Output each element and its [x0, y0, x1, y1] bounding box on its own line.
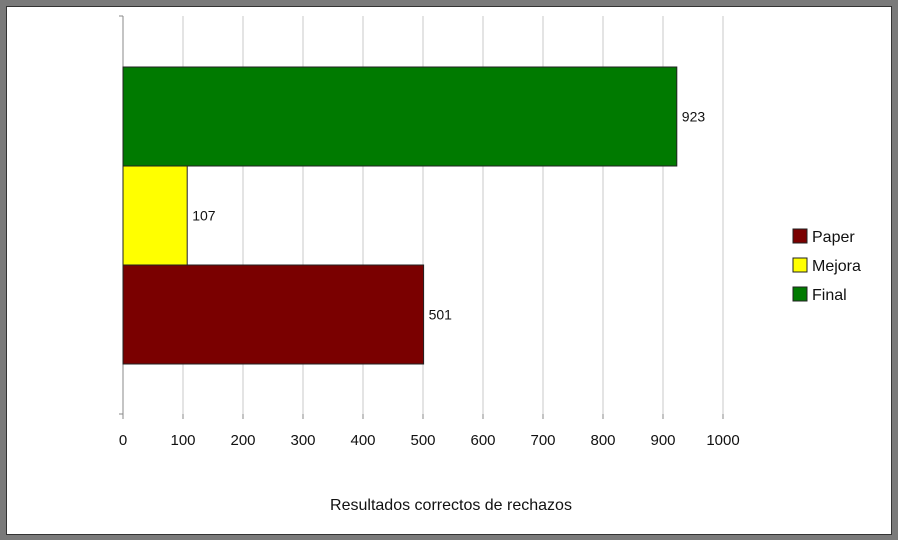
legend-label-final: Final [812, 287, 847, 304]
data-label-mejora: 107 [192, 208, 216, 224]
x-tick-label: 300 [290, 432, 315, 449]
x-tick-label: 800 [590, 432, 615, 449]
x-tick-label: 200 [230, 432, 255, 449]
bar-final [122, 66, 678, 167]
chart-frame: 0 100 200 300 400 500 600 700 800 900 1000 501 107 92… [6, 6, 892, 535]
legend-swatch-final [792, 286, 808, 302]
x-axis-label: Resultados correctos de rechazos [330, 497, 572, 514]
x-tick-label: 1000 [706, 432, 739, 449]
x-tick-label: 0 [119, 432, 127, 449]
bar-mejora [122, 165, 188, 266]
legend-swatch-mejora [792, 257, 808, 273]
data-label-paper: 501 [429, 307, 453, 323]
bar-chart: 0 100 200 300 400 500 600 700 800 900 1000 501 107 92… [119, 15, 861, 514]
x-tick-label: 600 [470, 432, 495, 449]
x-tick-label: 900 [650, 432, 675, 449]
x-tick-label: 500 [410, 432, 435, 449]
data-label-final: 923 [682, 109, 706, 125]
x-tick-label: 100 [170, 432, 195, 449]
legend-label-mejora: Mejora [812, 258, 861, 275]
legend-swatch-paper [792, 228, 808, 244]
legend-label-paper: Paper [812, 229, 855, 246]
x-tick-label: 700 [530, 432, 555, 449]
x-tick-label: 400 [350, 432, 375, 449]
bar-paper [122, 264, 425, 365]
